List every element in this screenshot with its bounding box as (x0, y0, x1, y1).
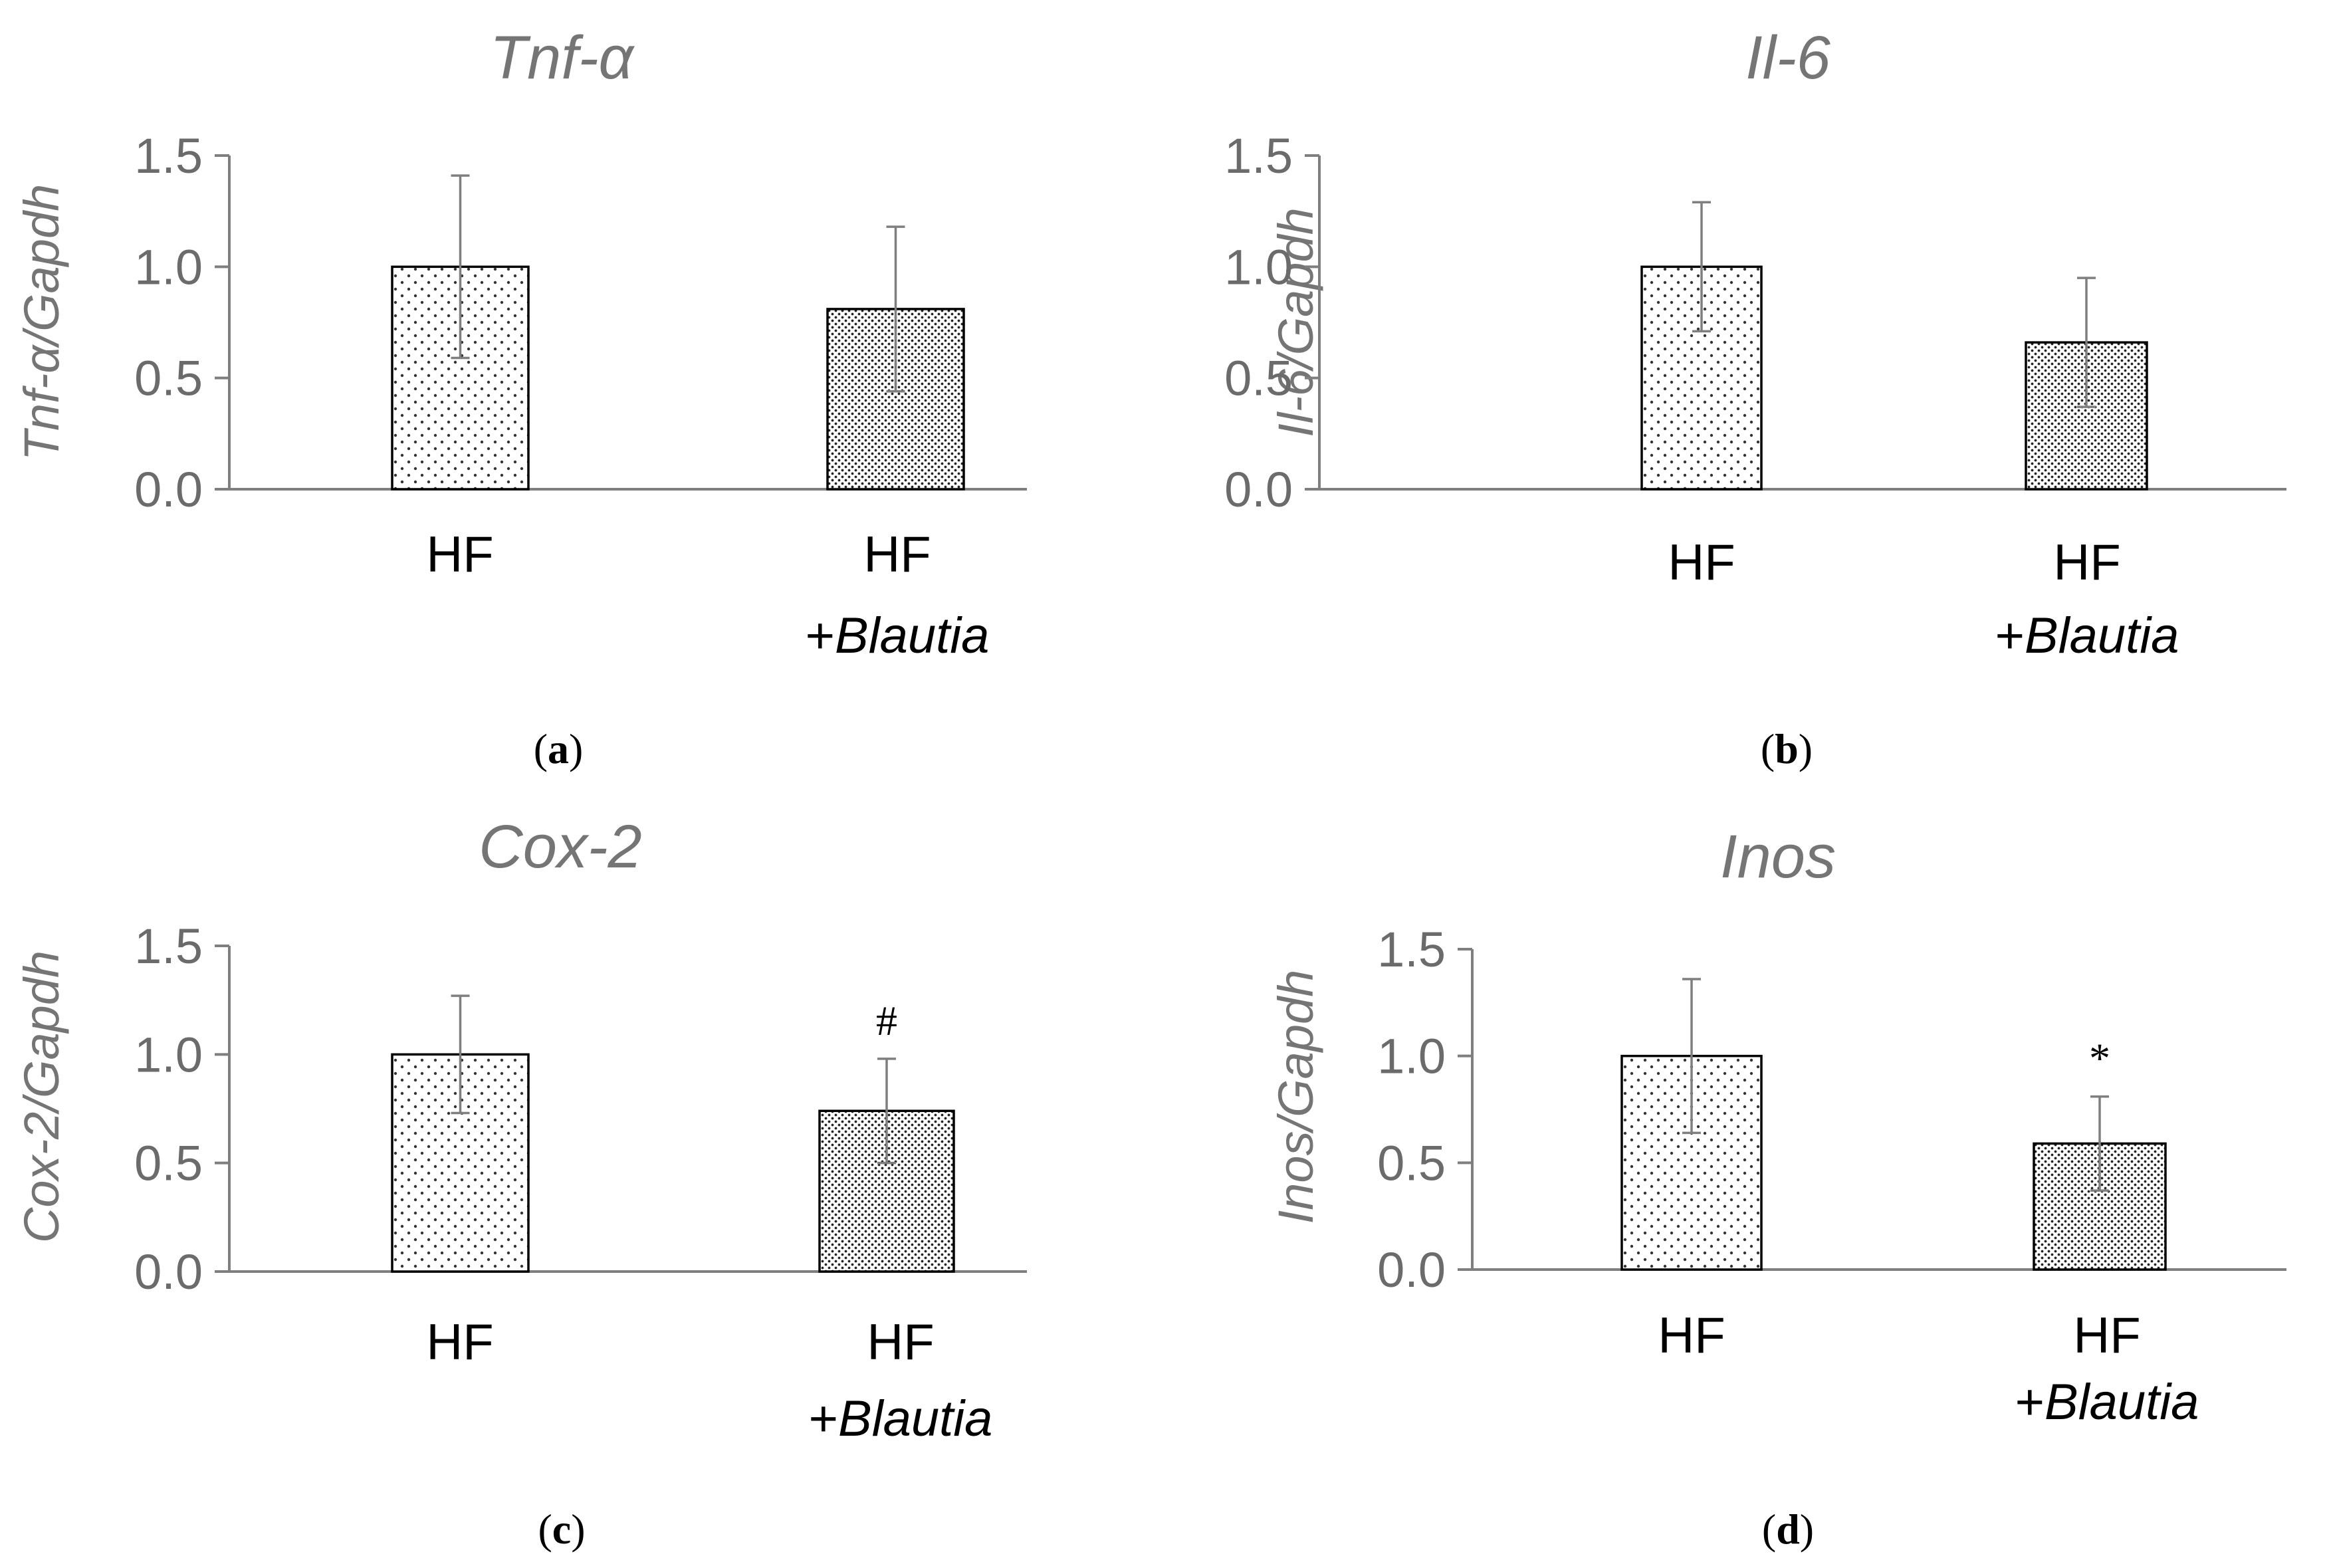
x-tick-label: HF (426, 526, 493, 583)
x-tick-label: HF (2073, 1307, 2140, 1364)
chart-panel-c: Cox-2 Cox-2/Gapdh 0.0 0.5 1.0 1.5 HF # HF +Blauti… (14, 813, 1027, 1553)
y-tick-label: 1.0 (134, 239, 203, 294)
y-tick-label: 1.5 (134, 919, 203, 974)
y-tick-label: 0.0 (134, 462, 203, 517)
significance-marker: # (876, 997, 897, 1044)
chart-title: Inos (1720, 823, 1836, 891)
chart-title: Il-6 (1745, 24, 1831, 92)
plus-sign: + (806, 608, 835, 664)
panel-label: (d) (1762, 1506, 1814, 1553)
y-tick-label: 1.0 (1377, 1029, 1446, 1084)
chart-title: Cox-2 (479, 813, 641, 881)
y-tick-label: 0.0 (1224, 462, 1293, 517)
x-tick-label: HF (426, 1314, 493, 1371)
y-tick-label: 0.0 (134, 1244, 203, 1299)
y-tick-label: 0.5 (1224, 351, 1293, 406)
x-tick-label-line2: +Blautia (1995, 608, 2179, 664)
x-tick-label: HF (867, 1314, 934, 1371)
y-tick-label: 1.5 (134, 128, 203, 183)
significance-marker: * (2089, 1035, 2110, 1082)
y-axis-label: Il-6/Gapdh (1268, 207, 1323, 437)
chart-title: Tnf-α (490, 24, 635, 92)
y-tick-label: 0.0 (1377, 1242, 1446, 1297)
x-tick-label: HF (1668, 534, 1735, 591)
treatment-name: Blautia (835, 608, 989, 664)
y-tick-label: 1.5 (1377, 922, 1446, 977)
x-tick-label-line2: +Blautia (2015, 1374, 2199, 1430)
plus-sign: + (2015, 1374, 2045, 1430)
y-tick-label: 0.5 (134, 351, 203, 406)
treatment-name: Blautia (2045, 1374, 2199, 1430)
y-tick-label: 1.5 (1224, 128, 1293, 183)
panel-label: (a) (534, 725, 584, 772)
x-tick-label-line2: +Blautia (809, 1391, 993, 1447)
y-tick-label: 0.5 (134, 1136, 203, 1191)
x-tick-label: HF (1658, 1307, 1725, 1364)
y-axis-label: Cox-2/Gapdh (14, 951, 69, 1243)
treatment-name: Blautia (838, 1391, 992, 1447)
plus-sign: + (1995, 608, 2025, 664)
y-tick-label: 1.0 (134, 1027, 203, 1082)
chart-panel-a: Tnf-α Tnf-α/Gapdh 0.0 0.5 1.0 1.5 HF HF +Blautia… (14, 24, 1027, 772)
y-axis-label: Inos/Gapdh (1268, 970, 1323, 1224)
y-tick-label: 0.5 (1377, 1135, 1446, 1190)
treatment-name: Blautia (2025, 608, 2179, 664)
x-tick-label: HF (863, 526, 931, 583)
x-tick-label: HF (2053, 534, 2120, 591)
y-axis-label: Tnf-α/Gapdh (14, 184, 69, 461)
plus-sign: + (809, 1391, 838, 1447)
x-tick-label-line2: +Blautia (806, 608, 990, 664)
y-tick-label: 1.0 (1224, 239, 1293, 294)
panel-label: (c) (538, 1506, 585, 1553)
panel-label: (b) (1761, 725, 1813, 772)
chart-panel-d: Inos Inos/Gapdh 0.0 0.5 1.0 1.5 HF * HF +Blautia (… (1268, 823, 2286, 1553)
chart-panel-b: Il-6 Il-6/Gapdh 0.0 0.5 1.0 1.5 HF HF +Blautia (b… (1224, 24, 2286, 772)
